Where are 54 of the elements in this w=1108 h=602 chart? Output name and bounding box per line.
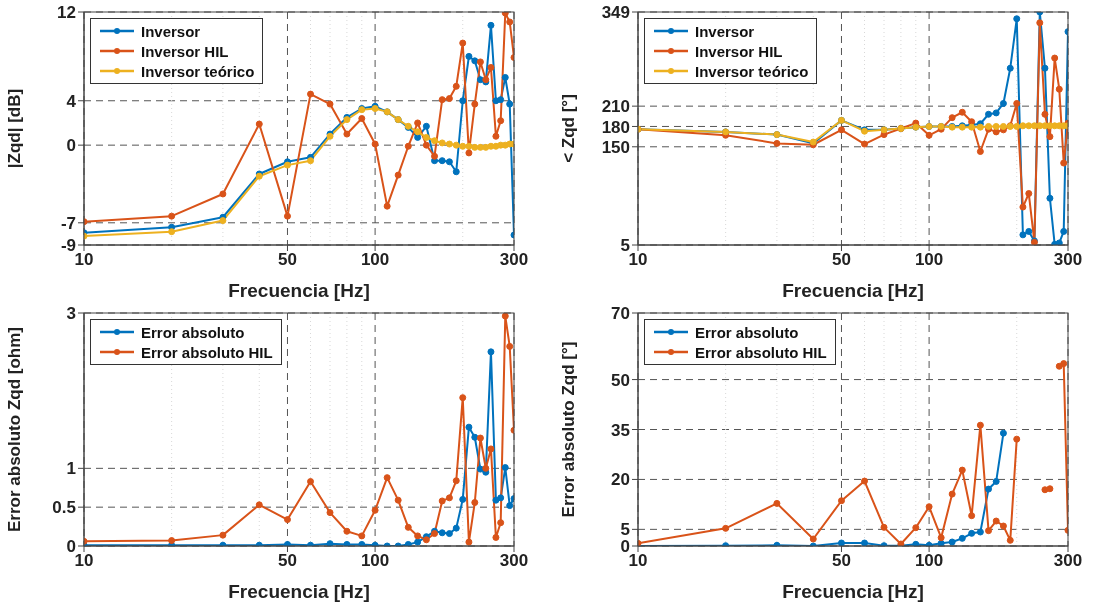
y-tick-label: 4 (66, 91, 77, 111)
x-tick-label: 10 (74, 551, 94, 571)
legend-label: Error absoluto HIL (695, 343, 827, 361)
x-tick-label: 300 (1053, 551, 1083, 571)
legend-label: Error absoluto HIL (141, 343, 273, 361)
x-tick-label: 10 (628, 250, 648, 270)
y-tick-label: 5 (620, 520, 630, 540)
y-tick-label: 0 (66, 136, 76, 156)
x-tick-label: 50 (832, 551, 851, 571)
legend-label: Error absoluto (695, 323, 799, 341)
x-tick-label: 300 (499, 250, 529, 270)
x-tick-label: 10 (628, 551, 648, 571)
x-axis-title: Frecuencia [Hz] (782, 581, 924, 602)
legend-label: Inversor (141, 22, 201, 40)
legend-label: Inversor teórico (695, 62, 809, 80)
y-axis-title: |Zqd| [dB] (5, 88, 25, 169)
x-tick-label: 100 (914, 551, 944, 571)
y-tick-label: -7 (60, 213, 76, 233)
legend-label: Error absoluto (141, 323, 245, 341)
y-tick-label: 5 (620, 236, 630, 256)
x-tick-label: 100 (360, 250, 390, 270)
y-tick-label: 180 (601, 117, 630, 137)
legend-label: Inversor (695, 22, 755, 40)
legend-label: Inversor HIL (141, 42, 229, 60)
y-tick-label: 50 (611, 370, 630, 390)
x-tick-label: 300 (1053, 250, 1083, 270)
x-axis-title: Frecuencia [Hz] (228, 280, 370, 301)
y-tick-label: 35 (611, 420, 630, 440)
legend-label: Inversor HIL (695, 42, 783, 60)
legend-label: Inversor teórico (141, 62, 255, 80)
y-tick-label: 12 (57, 3, 76, 23)
y-axis-title: Error absoluto Zqd [ohm] (5, 327, 25, 532)
y-tick-label: 70 (611, 304, 630, 324)
y-tick-label: 1 (66, 459, 76, 479)
x-tick-label: 50 (278, 551, 297, 571)
x-tick-label: 300 (499, 551, 529, 571)
x-tick-label: 10 (74, 250, 94, 270)
y-tick-label: 20 (611, 470, 630, 490)
x-axis-title: Frecuencia [Hz] (782, 280, 924, 301)
y-axis-title: < Zqd [°] (559, 94, 579, 163)
x-tick-label: 100 (914, 250, 944, 270)
x-axis-title: Frecuencia [Hz] (228, 581, 370, 602)
y-tick-label: 210 (601, 97, 630, 117)
y-tick-label: 0 (620, 537, 630, 557)
y-tick-label: 150 (601, 137, 630, 157)
x-tick-label: 100 (360, 551, 390, 571)
y-tick-label: 0 (66, 537, 76, 557)
y-axis-title: Error absoluto Zqd [°] (559, 341, 579, 518)
x-tick-label: 50 (278, 250, 297, 270)
y-tick-label: -9 (60, 236, 76, 256)
y-tick-label: 3 (66, 304, 76, 324)
x-tick-label: 50 (832, 250, 851, 270)
y-tick-label: 0.5 (52, 498, 76, 518)
y-tick-label: 349 (601, 3, 630, 23)
